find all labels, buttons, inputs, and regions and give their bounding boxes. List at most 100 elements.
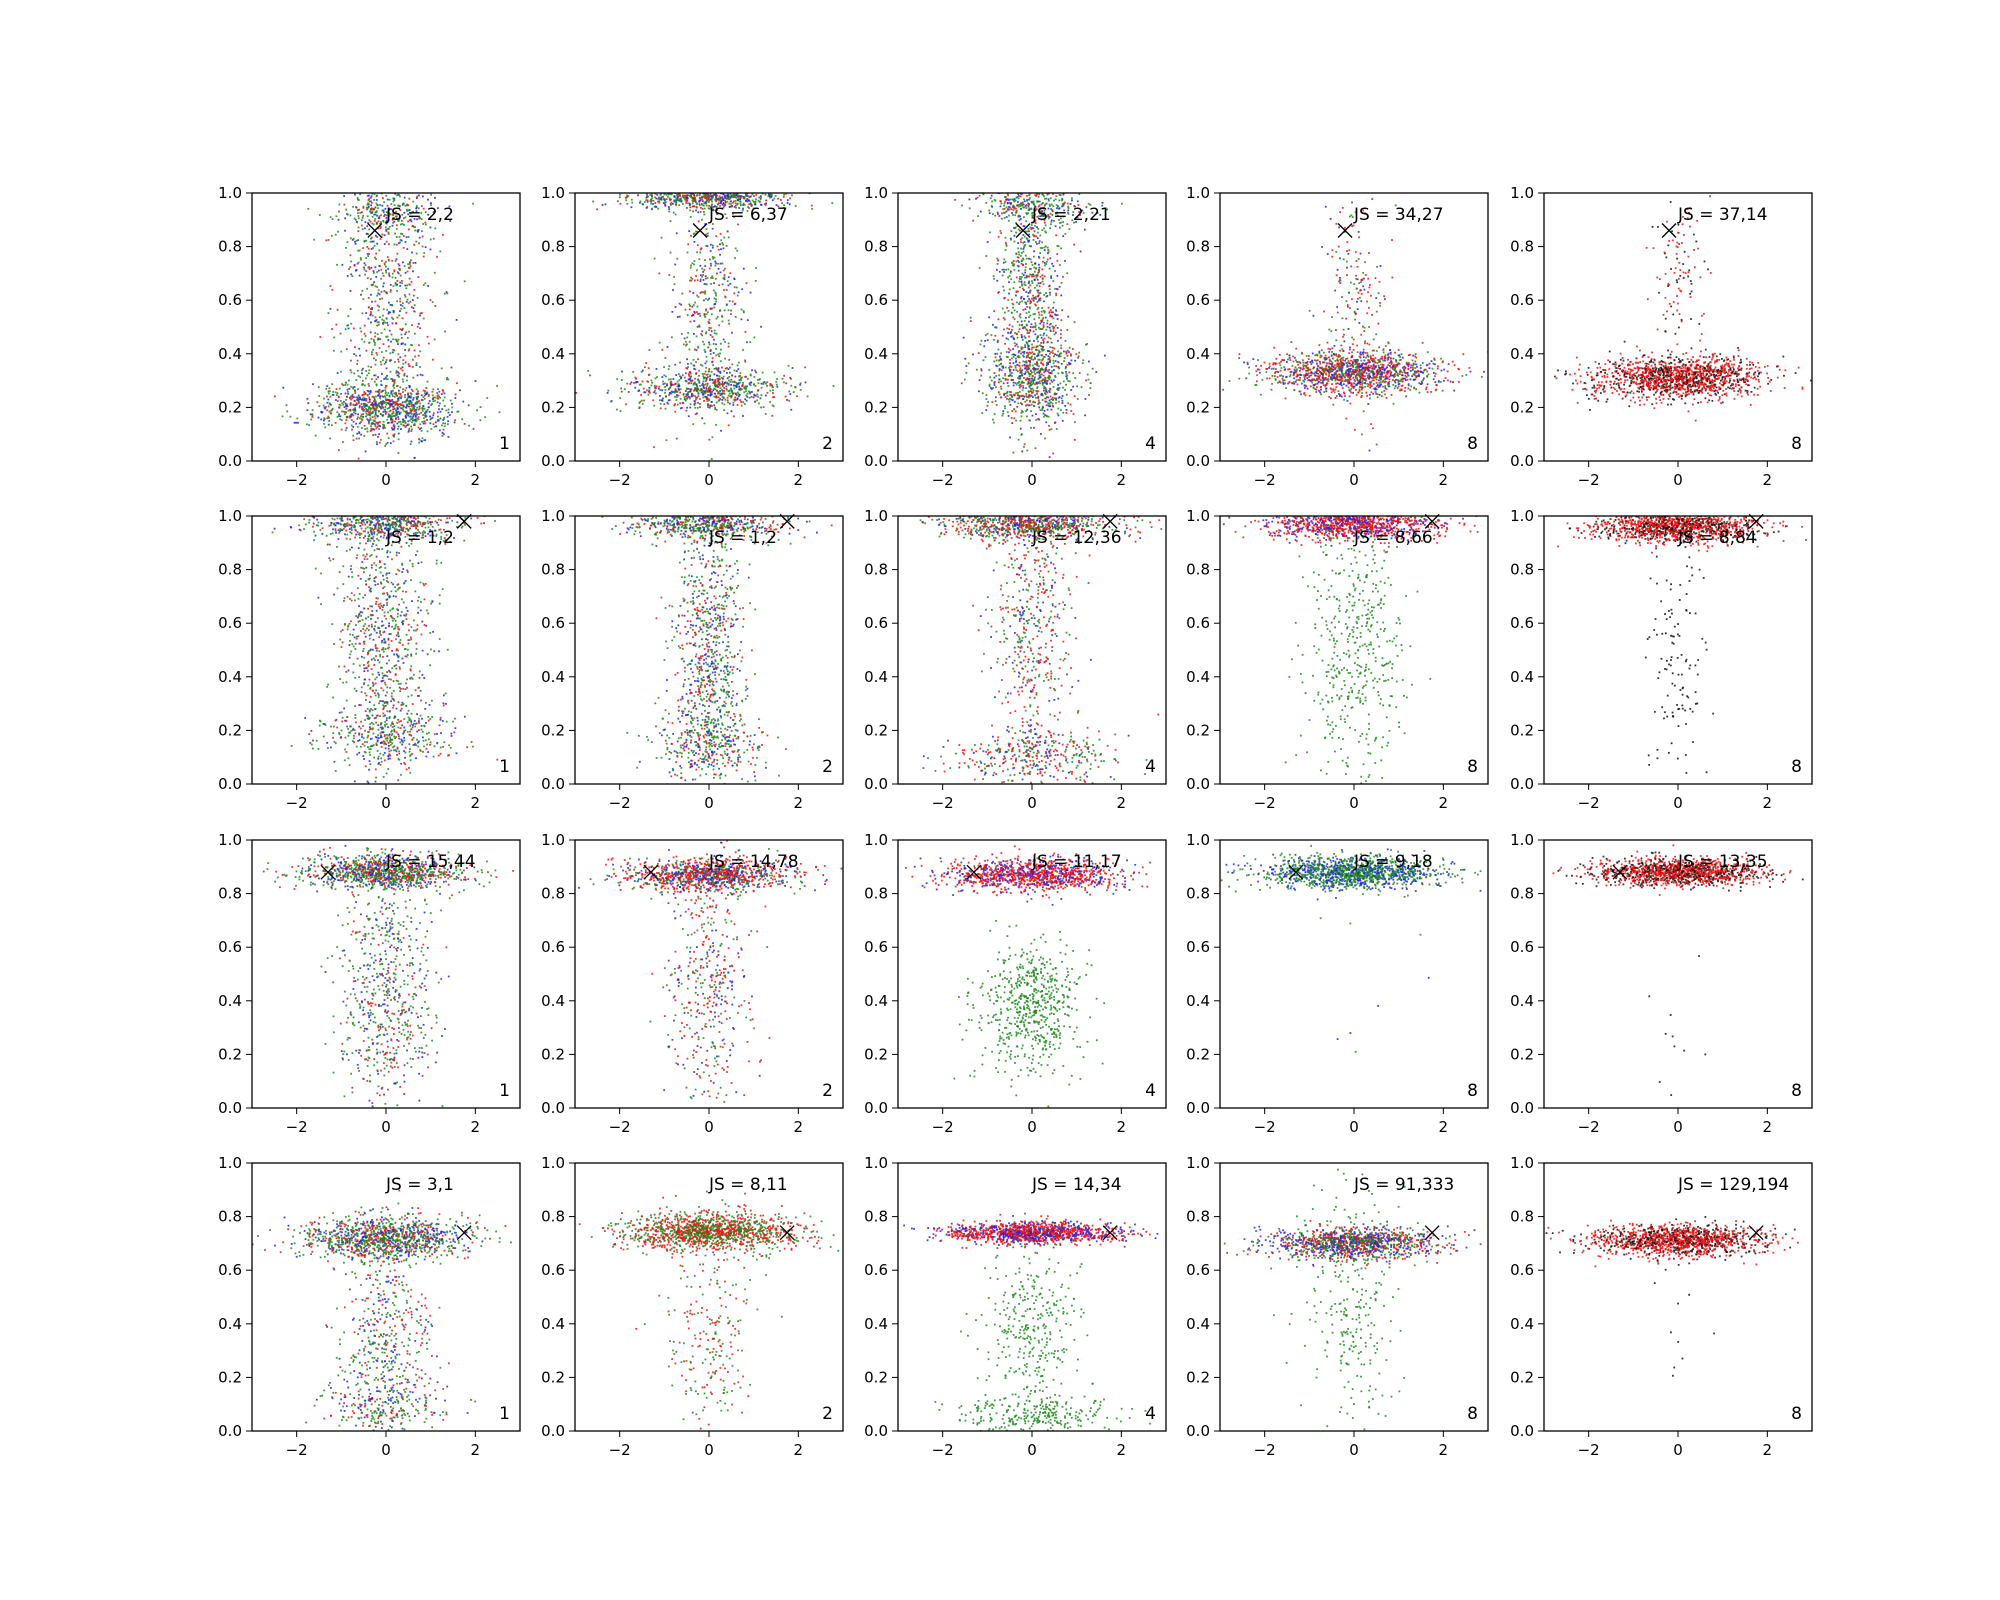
scatter-point: [1073, 221, 1075, 224]
scatter-point: [407, 423, 410, 426]
scatter-point: [1031, 383, 1034, 386]
scatter-point: [410, 430, 413, 432]
scatter-point: [1012, 198, 1015, 201]
scatter-point: [1073, 438, 1076, 441]
scatter-point: [987, 401, 990, 403]
scatter-point: [1015, 291, 1018, 293]
scatter-point: [1022, 234, 1025, 236]
scatter-point: [1033, 352, 1035, 355]
scatter-point: [703, 213, 706, 216]
scatter-point: [706, 195, 708, 197]
scatter-point: [370, 212, 372, 214]
scatter-point: [689, 195, 692, 198]
scatter-point: [308, 424, 310, 427]
scatter-point: [397, 343, 399, 345]
scatter-point: [720, 201, 722, 204]
scatter-point: [667, 399, 670, 402]
scatter-point: [368, 414, 371, 416]
scatter-point: [1026, 239, 1029, 242]
scatter-point: [752, 200, 755, 203]
scatter-point: [679, 199, 682, 202]
scatter-point: [408, 330, 410, 333]
scatter-point: [385, 384, 388, 387]
scatter-point: [389, 403, 392, 405]
scatter-point: [728, 402, 731, 405]
scatter-point: [383, 201, 385, 204]
scatter-point: [1041, 193, 1044, 196]
scatter-point: [1084, 398, 1087, 400]
scatter-point: [760, 406, 762, 409]
scatter-point: [1021, 284, 1023, 287]
scatter-point: [365, 407, 368, 410]
scatter-point: [1000, 217, 1003, 220]
scatter-point: [1024, 364, 1026, 367]
scatter-point: [394, 277, 397, 279]
scatter-point: [790, 408, 793, 411]
scatter-point: [1007, 374, 1010, 377]
scatter-point: [442, 399, 445, 402]
scatter-point: [439, 417, 442, 420]
scatter-point: [712, 343, 715, 345]
scatter-point: [371, 416, 374, 419]
scatter-point: [1012, 353, 1015, 356]
scatter-point: [1059, 217, 1062, 220]
scatter-point: [1043, 275, 1046, 278]
scatter-point: [782, 381, 785, 384]
scatter-point: [372, 223, 375, 226]
scatter-point: [420, 399, 423, 401]
scatter-point: [388, 407, 390, 409]
scatter-point: [361, 372, 363, 375]
scatter-point: [1037, 311, 1040, 314]
scatter-point: [635, 381, 638, 384]
scatter-point: [1050, 341, 1053, 344]
scatter-point: [704, 277, 707, 280]
scatter-point: [1018, 375, 1021, 378]
scatter-point: [702, 385, 705, 387]
scatter-point: [1012, 316, 1015, 319]
scatter-point: [406, 398, 408, 401]
scatter-point: [698, 197, 701, 199]
scatter-point: [1041, 399, 1044, 401]
scatter-point: [1053, 219, 1055, 222]
scatter-point: [774, 195, 777, 197]
scatter-point: [1020, 402, 1022, 404]
scatter-point: [1049, 205, 1051, 207]
scatter-point: [411, 409, 413, 412]
scatter-point: [337, 230, 339, 233]
scatter-point: [1032, 294, 1034, 297]
scatter-point: [1036, 336, 1039, 339]
scatter-point: [411, 390, 414, 393]
scatter-point: [699, 264, 702, 267]
scatter-point: [718, 399, 720, 402]
scatter-point: [704, 283, 707, 285]
scatter-point: [412, 415, 415, 418]
scatter-point: [1043, 246, 1046, 249]
scatter-point: [701, 196, 704, 199]
scatter-point: [408, 228, 410, 231]
scatter-point: [711, 391, 713, 393]
scatter-point: [396, 411, 399, 414]
scatter-point: [1096, 212, 1099, 214]
scatter-point: [673, 199, 676, 202]
scatter-point: [404, 394, 406, 396]
scatter-point: [716, 389, 719, 392]
scatter-point: [433, 425, 436, 428]
scatter-point: [371, 210, 374, 213]
scatter-point: [1029, 419, 1031, 422]
scatter-point: [467, 404, 470, 407]
scatter-point: [689, 397, 691, 400]
scatter-point: [402, 405, 405, 408]
scatter-point: [401, 317, 404, 320]
scatter-point: [1041, 274, 1044, 277]
scatter-point: [1023, 298, 1025, 300]
scatter-point: [372, 406, 375, 408]
scatter-point: [1047, 376, 1050, 379]
scatter-point: [703, 422, 706, 425]
scatter-point: [1041, 320, 1044, 322]
scatter-point: [369, 412, 372, 415]
scatter-point: [1033, 278, 1036, 281]
scatter-point: [1049, 361, 1051, 364]
scatter-point: [1018, 396, 1021, 399]
scatter-point: [1015, 222, 1017, 225]
scatter-point: [663, 374, 666, 377]
